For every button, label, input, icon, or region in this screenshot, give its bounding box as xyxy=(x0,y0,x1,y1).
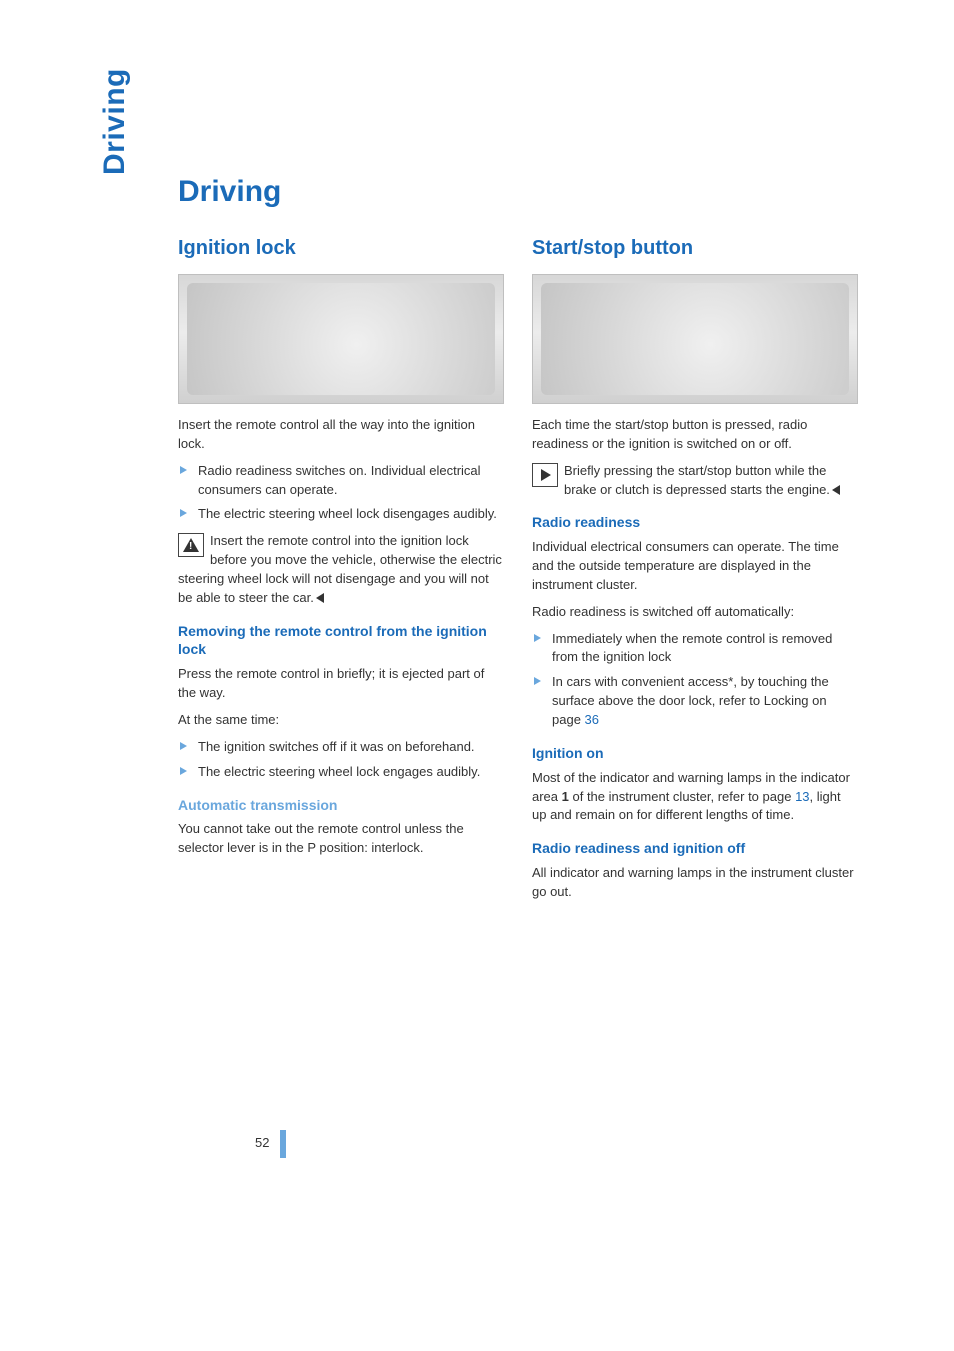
section-start-stop: Start/stop button xyxy=(532,237,858,260)
page-number-bar xyxy=(280,1130,286,1158)
para: Radio readiness is switched off automati… xyxy=(532,603,858,622)
bullet-list-left-2: The ignition switches off if it was on b… xyxy=(178,738,504,782)
para: You cannot take out the remote control u… xyxy=(178,820,504,858)
figure-ignition-lock xyxy=(178,274,504,404)
info-note: Briefly pressing the start/stop button w… xyxy=(532,462,858,500)
bullet-list-right: Immediately when the remote control is r… xyxy=(532,630,858,730)
sub-radio-ignition-off: Radio readiness and ignition off xyxy=(532,839,858,858)
xref-page-13: 13 xyxy=(795,789,809,804)
section-ignition-lock: Ignition lock xyxy=(178,237,504,260)
warning-note: Insert the remote control into the ignit… xyxy=(178,532,504,607)
sub-auto-transmission: Automatic transmission xyxy=(178,796,504,815)
list-item: In cars with convenient access*, by touc… xyxy=(532,673,858,730)
side-tab: Driving xyxy=(98,68,132,175)
para: At the same time: xyxy=(178,711,504,730)
para: Press the remote control in briefly; it … xyxy=(178,665,504,703)
chapter-title: Driving xyxy=(178,175,858,209)
sub-radio-readiness: Radio readiness xyxy=(532,513,858,532)
warning-icon xyxy=(178,533,204,557)
para-intro-left: Insert the remote control all the way in… xyxy=(178,416,504,454)
info-icon xyxy=(532,463,558,487)
list-item: Radio readiness switches on. Individual … xyxy=(178,462,504,500)
bullet-list-left-1: Radio readiness switches on. Individual … xyxy=(178,462,504,525)
content-area: Driving Ignition lock Insert the remote … xyxy=(178,175,858,910)
right-column: Start/stop button Each time the start/st… xyxy=(532,237,858,910)
list-item: The electric steering wheel lock engages… xyxy=(178,763,504,782)
list-item: The electric steering wheel lock disenga… xyxy=(178,505,504,524)
page-number: 52 xyxy=(255,1135,269,1150)
figure-start-stop xyxy=(532,274,858,404)
para: Individual electrical consumers can oper… xyxy=(532,538,858,595)
info-text: Briefly pressing the start/stop button w… xyxy=(564,463,830,497)
xref-page-36: 36 xyxy=(585,712,599,727)
sub-ignition-on: Ignition on xyxy=(532,744,858,763)
list-item: The ignition switches off if it was on b… xyxy=(178,738,504,757)
indicator-area-number: 1 xyxy=(562,789,569,804)
end-mark-icon xyxy=(832,485,840,495)
left-column: Ignition lock Insert the remote control … xyxy=(178,237,504,910)
columns: Ignition lock Insert the remote control … xyxy=(178,237,858,910)
sub-removing-remote: Removing the remote control from the ign… xyxy=(178,622,504,660)
end-mark-icon xyxy=(316,593,324,603)
warning-text: Insert the remote control into the ignit… xyxy=(178,533,502,605)
para-ignition-on: Most of the indicator and warning lamps … xyxy=(532,769,858,826)
para: All indicator and warning lamps in the i… xyxy=(532,864,858,902)
para-intro-right: Each time the start/stop button is press… xyxy=(532,416,858,454)
list-item: Immediately when the remote control is r… xyxy=(532,630,858,668)
